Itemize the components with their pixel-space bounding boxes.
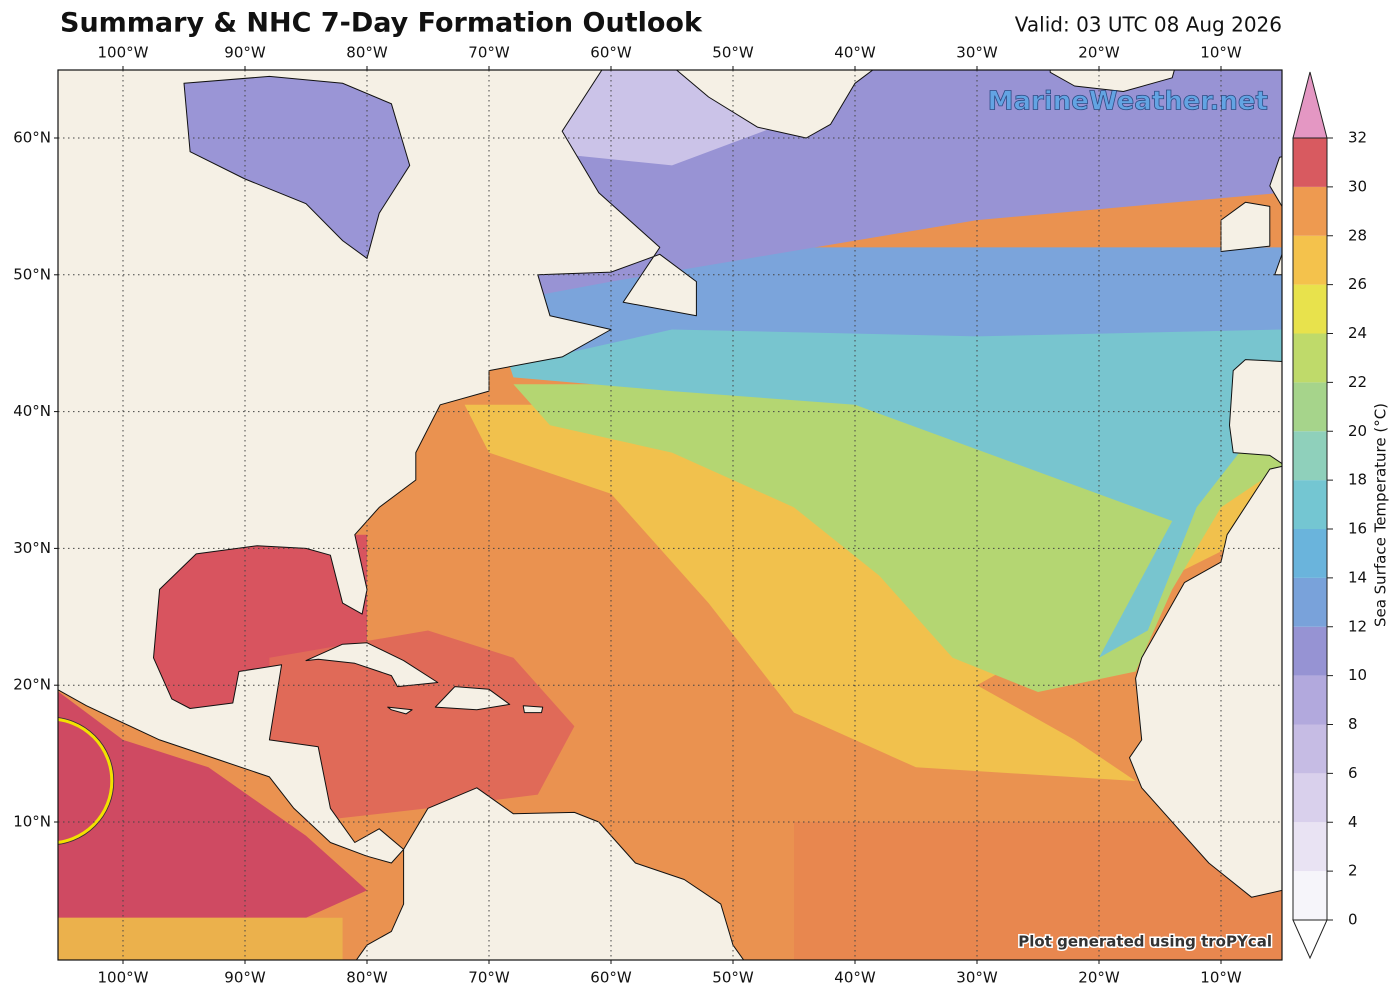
lon-label-top: 40°W <box>834 44 876 62</box>
lat-label: 50°N <box>13 265 51 283</box>
colorbar-tick-label: 30 <box>1348 177 1367 195</box>
colorbar-label: Sea Surface Temperature (°C) <box>1372 403 1390 627</box>
colorbar-tick-label: 8 <box>1348 715 1358 733</box>
colorbar-segment <box>1293 382 1327 431</box>
lon-label-bottom: 10°W <box>1200 969 1242 987</box>
colorbar-tick-label: 32 <box>1348 129 1367 147</box>
lon-label-top: 90°W <box>224 44 266 62</box>
colorbar-segment <box>1293 138 1327 187</box>
lon-label-bottom: 70°W <box>468 969 510 987</box>
lon-label-bottom: 100°W <box>98 969 149 987</box>
credit: Plot generated using troPYcal <box>1018 933 1272 951</box>
colorbar-tick-label: 20 <box>1348 422 1367 440</box>
colorbar-tick-label: 10 <box>1348 666 1367 684</box>
colorbar-tick-label: 18 <box>1348 471 1367 489</box>
lon-label-top: 100°W <box>98 44 149 62</box>
colorbar-tick-label: 2 <box>1348 862 1358 880</box>
lat-label: 60°N <box>13 129 51 147</box>
lon-label-bottom: 80°W <box>346 969 388 987</box>
title: Summary & NHC 7-Day Formation Outlook <box>60 8 703 39</box>
lon-label-top: 20°W <box>1078 44 1120 62</box>
colorbar-segment <box>1293 187 1327 236</box>
lon-label-top: 70°W <box>468 44 510 62</box>
lon-label-top: 50°W <box>712 44 754 62</box>
colorbar-tick-label: 28 <box>1348 226 1367 244</box>
lon-label-top: 80°W <box>346 44 388 62</box>
lon-label-bottom: 50°W <box>712 969 754 987</box>
colorbar-segment <box>1293 578 1327 627</box>
colorbar-tick-label: 0 <box>1348 911 1358 929</box>
colorbar-segment <box>1293 236 1327 285</box>
lon-label-top: 30°W <box>956 44 998 62</box>
colorbar-tick-label: 24 <box>1348 324 1367 342</box>
colorbar-tick-label: 16 <box>1348 520 1367 538</box>
land-puerto-rico <box>523 706 543 713</box>
colorbar-segment <box>1293 822 1327 871</box>
lat-label: 10°N <box>13 813 51 831</box>
lon-label-top: 10°W <box>1200 44 1242 62</box>
lon-label-top: 60°W <box>590 44 632 62</box>
colorbar-segment <box>1293 285 1327 334</box>
colorbar-tick-label: 22 <box>1348 373 1367 391</box>
colorbar-tick-label: 14 <box>1348 568 1367 586</box>
map-area <box>0 56 1400 986</box>
colorbar-segment <box>1293 725 1327 774</box>
lon-label-bottom: 60°W <box>590 969 632 987</box>
sst-pacific-south <box>50 918 343 973</box>
colorbar-tick-label: 6 <box>1348 764 1358 782</box>
colorbar-under <box>1293 920 1327 958</box>
lon-label-bottom: 20°W <box>1078 969 1120 987</box>
colorbar-segment <box>1293 676 1327 725</box>
lon-label-bottom: 90°W <box>224 969 266 987</box>
colorbar-tick-label: 4 <box>1348 813 1358 831</box>
colorbar-segment <box>1293 773 1327 822</box>
lon-label-bottom: 30°W <box>956 969 998 987</box>
watermark: MarineWeather.net <box>988 87 1268 117</box>
colorbar-segment <box>1293 529 1327 578</box>
colorbar-segment <box>1293 871 1327 920</box>
lat-label: 20°N <box>13 676 51 694</box>
land-britain <box>1270 152 1400 275</box>
lon-label-bottom: 40°W <box>834 969 876 987</box>
colorbar-tick-label: 12 <box>1348 617 1367 635</box>
lat-label: 30°N <box>13 539 51 557</box>
lat-label: 40°N <box>13 402 51 420</box>
valid-time: Valid: 03 UTC 08 Aug 2026 <box>1015 13 1282 37</box>
colorbar-segment <box>1293 431 1327 480</box>
colorbar-segment <box>1293 627 1327 676</box>
colorbar-segment <box>1293 334 1327 383</box>
colorbar-tick-label: 26 <box>1348 275 1367 293</box>
colorbar-over <box>1293 72 1327 138</box>
colorbar-segment <box>1293 480 1327 529</box>
